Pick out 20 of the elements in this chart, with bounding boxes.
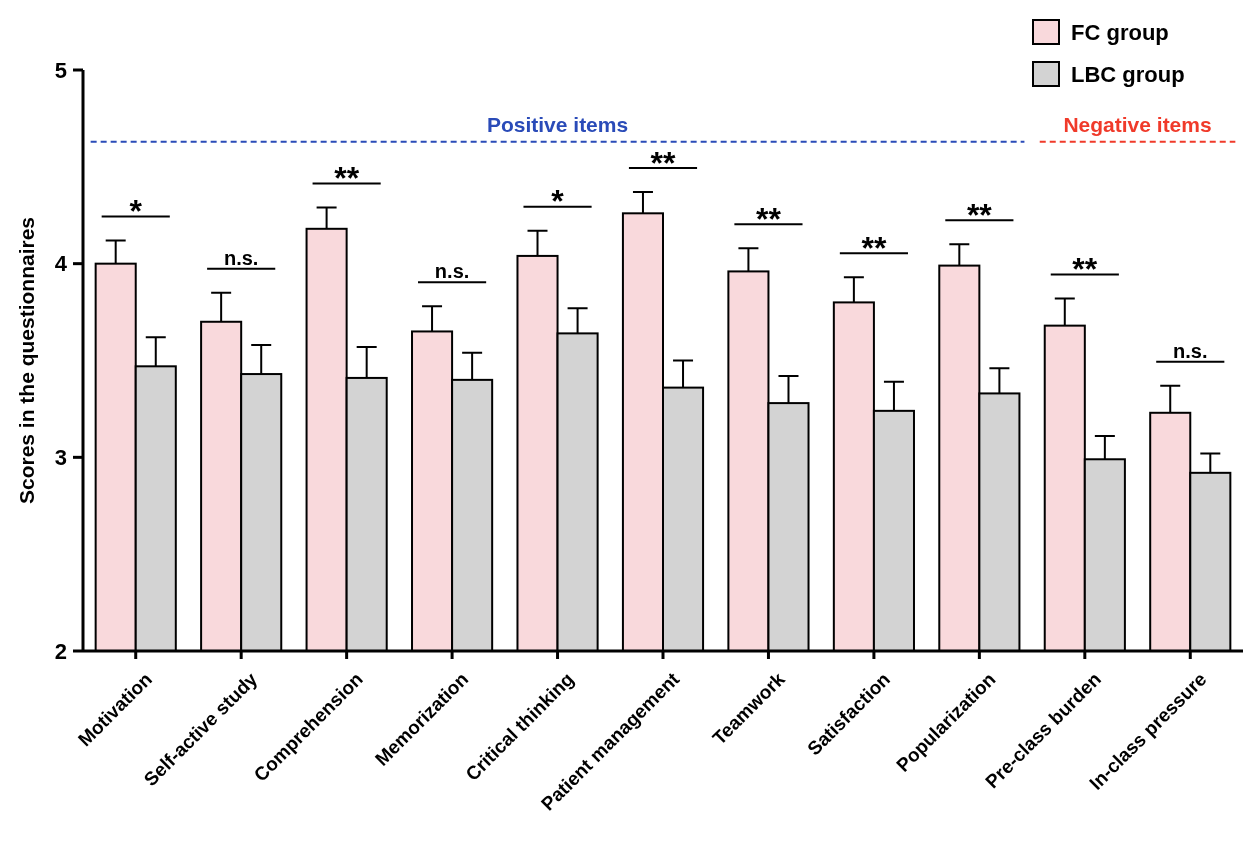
annotation: **: [861, 229, 887, 266]
annotation: n.s.: [434, 260, 470, 283]
ref-line-label: Positive items: [486, 112, 629, 136]
legend-label: LBC group: [1071, 61, 1185, 87]
annotation: n.s.: [1173, 339, 1208, 362]
legend-label: FC group: [1071, 19, 1169, 45]
annotation: **: [966, 196, 993, 233]
y-tick-label: 3: [54, 445, 67, 471]
annotation: n.s.: [223, 246, 259, 269]
annotation: *: [551, 183, 565, 220]
y-axis-title: Scores in the questionnaires: [15, 216, 38, 505]
annotation: **: [756, 200, 782, 237]
annotation: **: [650, 144, 676, 181]
annotation: **: [1072, 251, 1098, 288]
annotation: *: [129, 193, 143, 230]
y-tick-label: 2: [54, 638, 67, 664]
annotation: **: [334, 160, 360, 197]
y-tick-label: 4: [54, 251, 68, 277]
ref-line-label: Negative items: [1063, 112, 1212, 136]
y-tick-label: 5: [54, 57, 67, 83]
